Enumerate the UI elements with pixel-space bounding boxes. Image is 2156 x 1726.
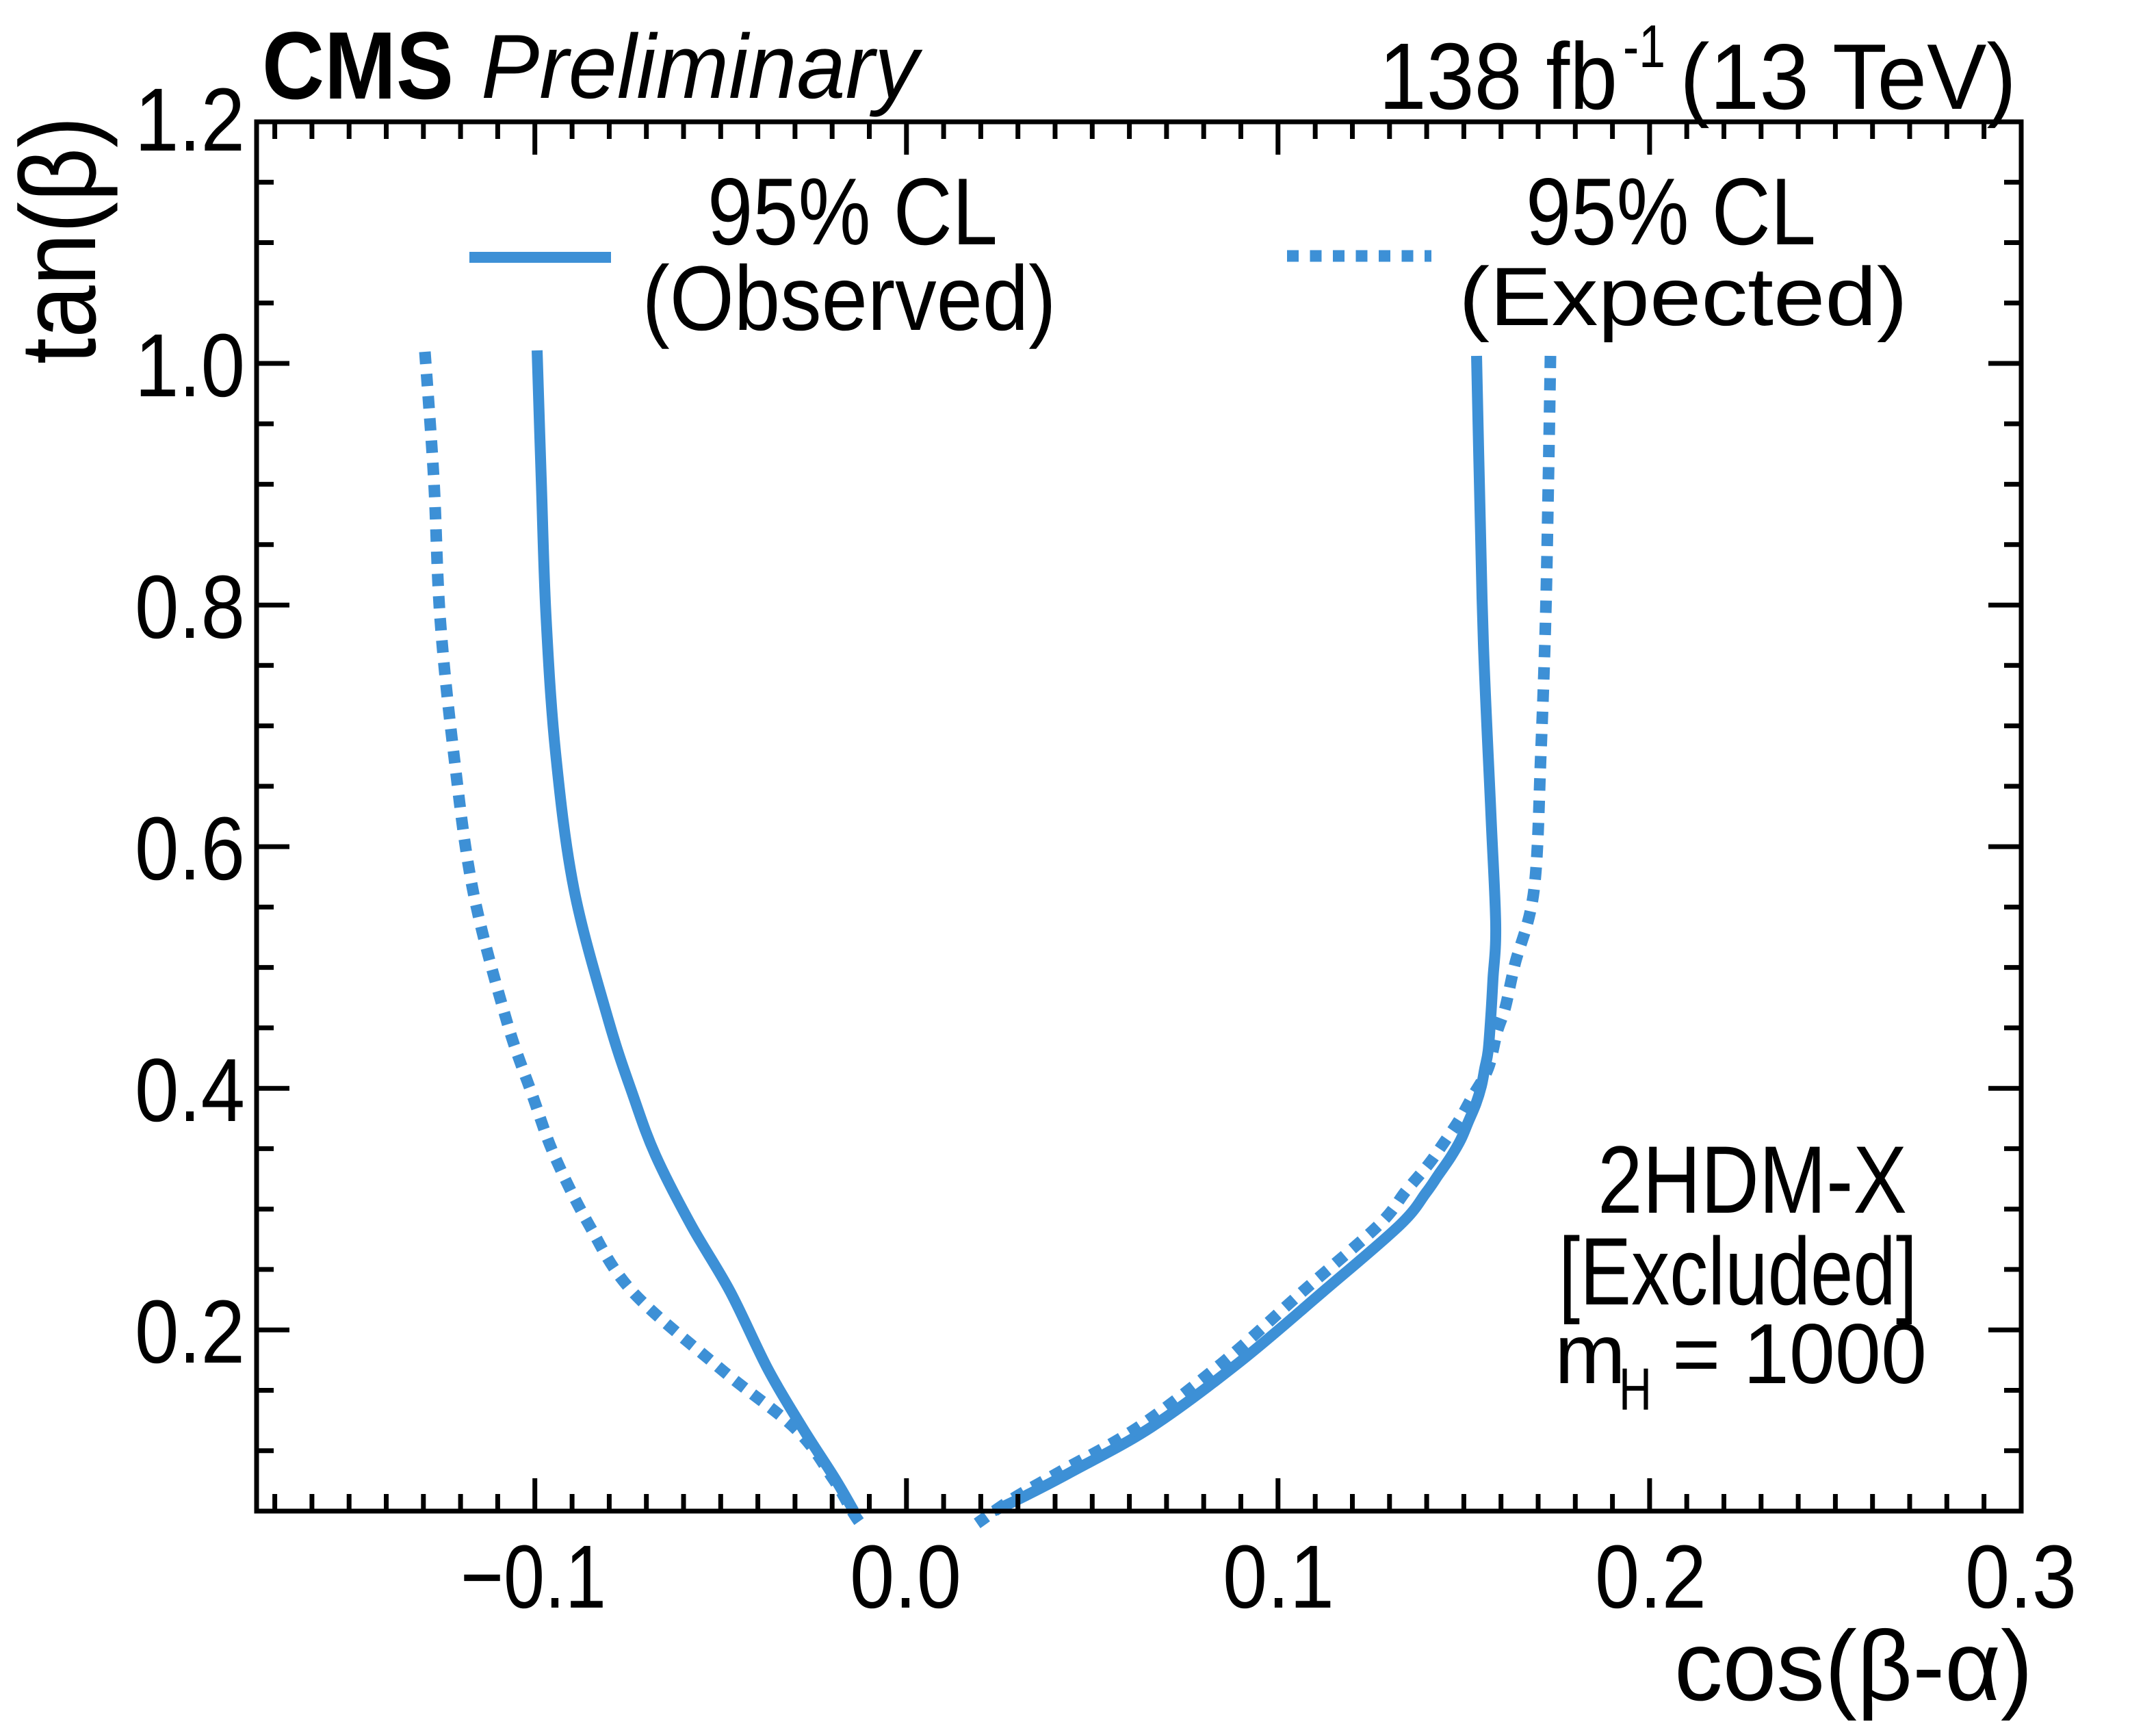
- svg-text:0.3: 0.3: [1965, 1526, 2077, 1627]
- svg-text:0.0: 0.0: [850, 1526, 961, 1627]
- svg-text:2HDM-X: 2HDM-X: [1598, 1126, 1907, 1233]
- svg-text:1.0: 1.0: [135, 315, 245, 415]
- svg-text:(Observed): (Observed): [642, 248, 1056, 350]
- svg-text:95% CL: 95% CL: [1526, 159, 1816, 265]
- svg-text:0.1: 0.1: [1223, 1526, 1334, 1627]
- svg-text:H: H: [1619, 1356, 1652, 1423]
- svg-text:0.6: 0.6: [135, 798, 245, 899]
- svg-text:1.2: 1.2: [135, 69, 245, 170]
- svg-text:m: m: [1555, 1307, 1626, 1402]
- svg-text:tan(β): tan(β): [0, 116, 118, 364]
- svg-text:(Expected): (Expected): [1459, 250, 1908, 343]
- svg-text:Preliminary: Preliminary: [481, 16, 923, 118]
- svg-text:0.2: 0.2: [1595, 1526, 1706, 1627]
- svg-text:[Excluded]: [Excluded]: [1559, 1218, 1917, 1325]
- svg-text:0.4: 0.4: [135, 1040, 245, 1140]
- svg-text:0.8: 0.8: [135, 556, 245, 657]
- svg-text:cos(β-α): cos(β-α): [1674, 1610, 2033, 1721]
- svg-text:CMS: CMS: [262, 12, 454, 119]
- svg-text:= 1000: = 1000: [1672, 1307, 1927, 1402]
- svg-text:95% CL: 95% CL: [707, 159, 998, 265]
- svg-text:(13 TeV): (13 TeV): [1680, 25, 2016, 129]
- svg-text:-1: -1: [1623, 12, 1665, 80]
- svg-text:138 fb: 138 fb: [1379, 24, 1618, 129]
- svg-text:−0.1: −0.1: [460, 1526, 606, 1627]
- svg-text:0.2: 0.2: [135, 1281, 245, 1382]
